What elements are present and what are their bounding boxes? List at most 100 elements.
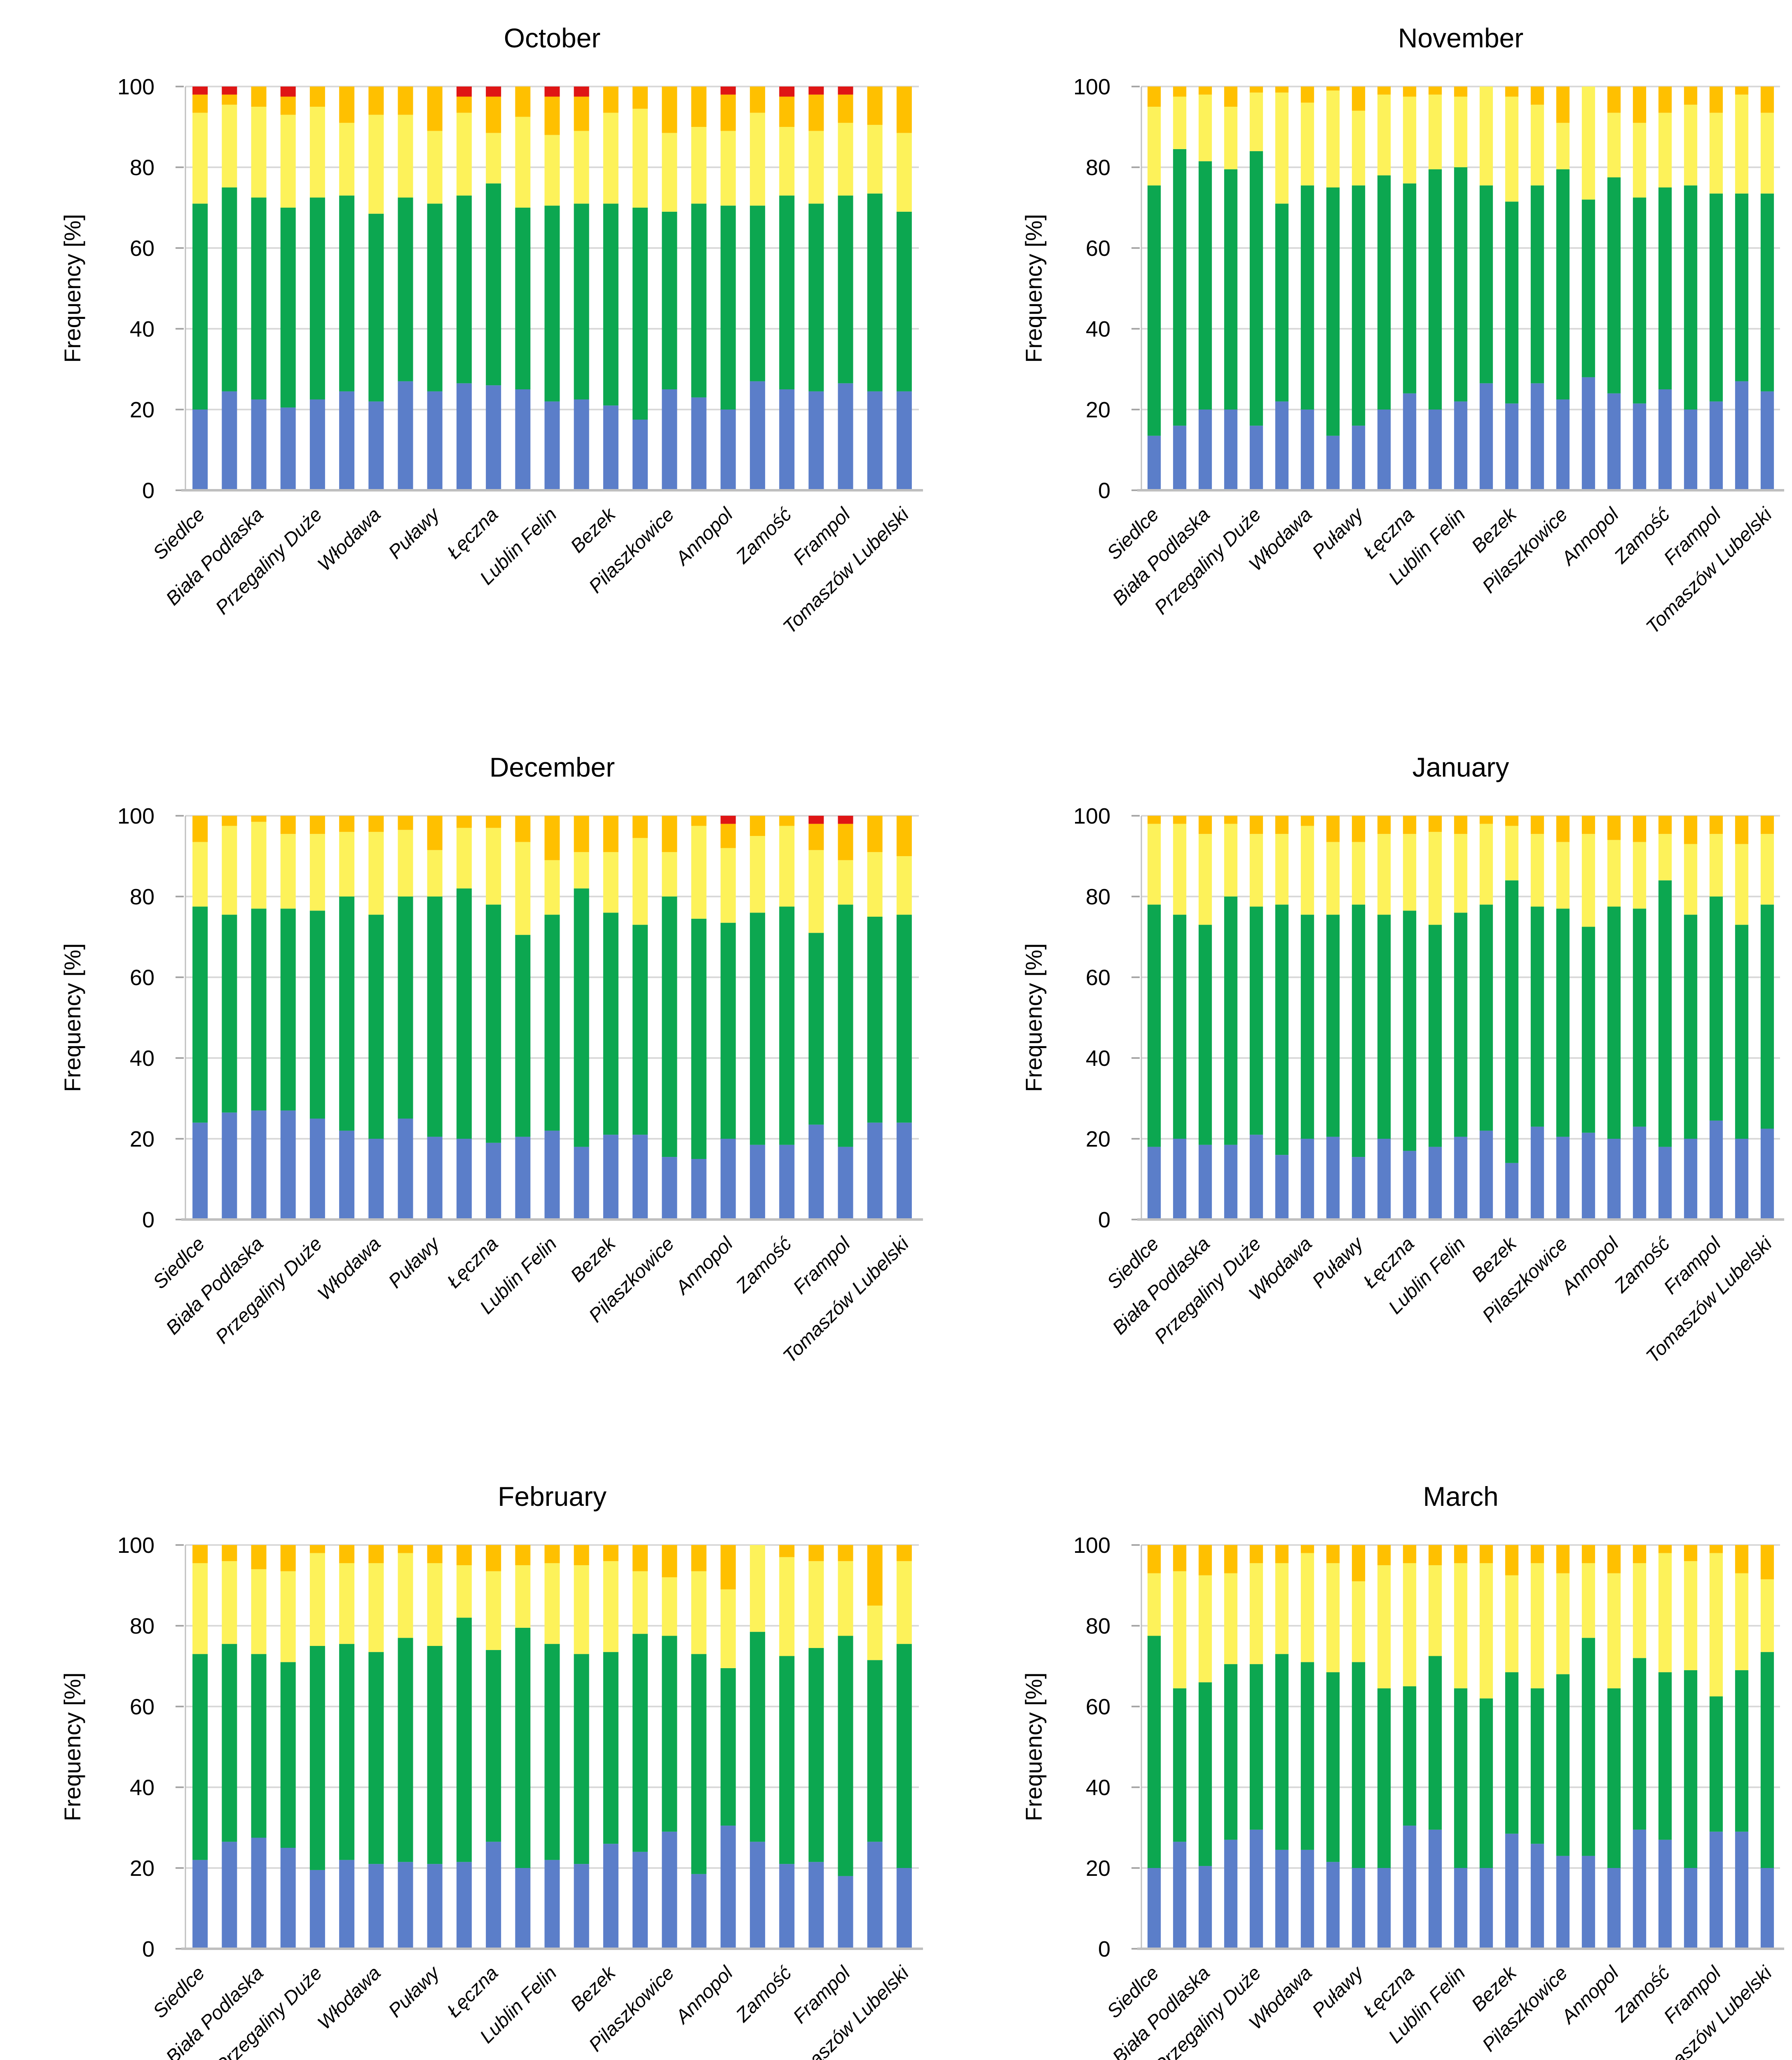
bar-stack — [691, 87, 707, 490]
bar-stack — [1300, 816, 1314, 1220]
panel-december: 0 20 40 60 80 100 December Frequency [%] Siedlce… — [0, 729, 967, 1458]
bar-stack — [368, 816, 384, 1220]
svg-text:Puławy: Puławy — [1307, 1232, 1368, 1292]
bar-stack — [574, 816, 589, 1220]
chart-december: 0 20 40 60 80 100 December Frequency [%] Siedlce… — [59, 752, 923, 1367]
panel-february: 0 20 40 60 80 100 February Frequency [%] Siedlce… — [0, 1458, 967, 2060]
bar-stack — [720, 1545, 736, 1949]
bar-stack — [515, 1545, 531, 1949]
svg-text:100: 100 — [117, 75, 155, 99]
bar-stack — [1352, 1545, 1366, 1949]
bar-stack — [1352, 816, 1366, 1220]
bar-stack — [662, 816, 677, 1220]
bar-stack — [632, 1545, 648, 1949]
bar-stack — [1581, 1545, 1595, 1949]
bar-stack — [896, 816, 912, 1220]
bar-stack — [662, 1545, 677, 1949]
bars — [192, 87, 912, 490]
bar-stack — [1300, 1545, 1314, 1949]
panel-title: March — [1423, 1481, 1498, 1512]
bar-stack — [1709, 1545, 1723, 1949]
bar-stack — [1581, 816, 1595, 1220]
bar-stack — [456, 87, 472, 490]
bar-stack — [838, 1545, 853, 1949]
y-axis-ticks — [176, 86, 184, 491]
bar-stack — [515, 87, 531, 490]
y-axis-labels: 0 20 40 60 80 100 — [1073, 75, 1110, 503]
bar-stack — [1607, 1545, 1621, 1949]
bar-stack — [1300, 87, 1314, 490]
svg-text:40: 40 — [1086, 317, 1110, 342]
svg-text:80: 80 — [1086, 155, 1110, 180]
bar-stack — [1403, 1545, 1417, 1949]
bar-stack — [222, 816, 237, 1220]
bar-stack — [368, 87, 384, 490]
svg-text:Annopol: Annopol — [1556, 1232, 1623, 1299]
bar-stack — [779, 1545, 795, 1949]
svg-text:60: 60 — [1086, 1695, 1110, 1719]
bar-stack — [1633, 1545, 1647, 1949]
y-axis-labels: 0 20 40 60 80 100 — [1073, 804, 1110, 1232]
y-axis-title: Frequency [%] — [1021, 943, 1047, 1092]
y-axis-labels: 0 20 40 60 80 100 — [117, 1533, 155, 1962]
svg-text:Łęczna: Łęczna — [443, 503, 502, 563]
bar-stack — [1249, 1545, 1263, 1949]
bar-stack — [222, 1545, 237, 1949]
bar-stack — [339, 1545, 355, 1949]
bar-stack — [1403, 816, 1417, 1220]
svg-text:40: 40 — [130, 1046, 155, 1071]
panel-title: October — [504, 23, 601, 53]
svg-text:Siedlce: Siedlce — [148, 1962, 208, 2022]
bar-stack — [808, 87, 824, 490]
svg-text:100: 100 — [117, 1533, 155, 1558]
bar-stack — [1581, 87, 1595, 490]
svg-text:40: 40 — [1086, 1046, 1110, 1071]
bar-stack — [1505, 87, 1519, 490]
bar-stack — [1760, 816, 1774, 1220]
bar-stack — [1147, 87, 1161, 490]
bar-stack — [1530, 816, 1544, 1220]
bars — [1147, 816, 1774, 1220]
svg-text:Bezek: Bezek — [566, 1961, 621, 2016]
svg-text:100: 100 — [117, 804, 155, 829]
bar-stack — [574, 1545, 589, 1949]
svg-text:40: 40 — [1086, 1775, 1110, 1800]
y-axis-ticks — [1131, 815, 1140, 1220]
bar-stack — [779, 87, 795, 490]
bar-stack — [1760, 87, 1774, 490]
bar-stack — [691, 816, 707, 1220]
bar-stack — [544, 87, 560, 490]
bar-stack — [192, 87, 208, 490]
chart-january: 0 20 40 60 80 100 January Frequency [%] SiedlceB… — [1021, 752, 1784, 1367]
bar-stack — [1147, 816, 1161, 1220]
svg-text:Annopol: Annopol — [670, 503, 738, 570]
bar-stack — [1530, 1545, 1544, 1949]
bar-stack — [1326, 87, 1340, 490]
bar-stack — [720, 87, 736, 490]
svg-text:20: 20 — [1086, 1856, 1110, 1881]
svg-text:Siedlce: Siedlce — [148, 1233, 208, 1293]
bar-stack — [192, 816, 208, 1220]
svg-text:Annopol: Annopol — [670, 1962, 738, 2029]
chart-march: 0 20 40 60 80 100 March Frequency [%] SiedlceBia… — [1021, 1481, 1784, 2060]
bar-stack — [1377, 87, 1391, 490]
bar-stack — [251, 1545, 267, 1949]
svg-text:Przegaliny Duże: Przegaliny Duże — [211, 1233, 326, 1348]
bar-stack — [251, 87, 267, 490]
bar-stack — [1198, 1545, 1212, 1949]
bar-stack — [1709, 87, 1723, 490]
svg-text:60: 60 — [130, 965, 155, 990]
chart-november: 0 20 40 60 80 100 November Frequency [%] Siedlce… — [1021, 23, 1784, 638]
y-axis-title: Frequency [%] — [59, 1672, 85, 1821]
bar-stack — [662, 87, 677, 490]
svg-text:Annopol: Annopol — [1556, 1962, 1623, 2029]
y-axis-labels: 0 20 40 60 80 100 — [1073, 1533, 1110, 1962]
bar-stack — [1275, 87, 1289, 490]
bar-stack — [1658, 87, 1672, 490]
panel-march: 0 20 40 60 80 100 March Frequency [%] Siedlce Bia… — [967, 1458, 1792, 2060]
bar-stack — [603, 87, 618, 490]
svg-text:80: 80 — [130, 155, 155, 180]
svg-text:80: 80 — [1086, 885, 1110, 909]
